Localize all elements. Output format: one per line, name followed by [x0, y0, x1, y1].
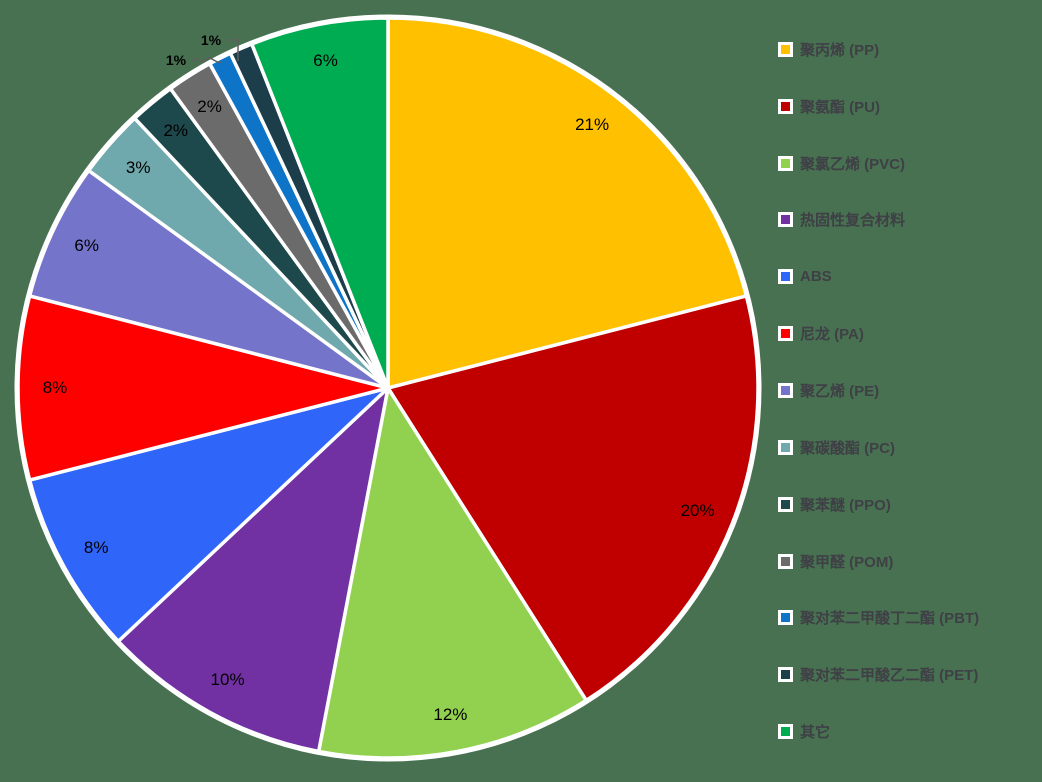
legend-label-1: 聚丙烯 (PP) — [800, 41, 880, 59]
legend-swatch-color — [781, 556, 790, 566]
legend-label-9: 聚苯醚 (PPO) — [800, 496, 891, 514]
legend-swatch-color — [781, 215, 790, 225]
legend-label-6: 尼龙 (PA) — [800, 326, 864, 344]
legend-item-1[interactable]: 聚丙烯 (PP) — [778, 21, 979, 78]
legend-label-13: 其它 — [800, 724, 831, 742]
legend-swatch-color — [781, 727, 790, 737]
legend-label-3: 聚氯乙烯 (PVC) — [800, 155, 906, 173]
legend-swatch-color — [781, 670, 790, 680]
legend-swatch-icon — [778, 98, 793, 114]
legend-item-8[interactable]: 聚碳酸酯 (PC) — [778, 419, 979, 476]
leader-line-pet — [228, 39, 239, 61]
pie-slice-2[interactable] — [386, 294, 760, 703]
legend-label-10: 聚甲醛 (POM) — [800, 553, 894, 571]
legend-label-7: 聚乙烯 (PE) — [800, 382, 880, 400]
leader-line-pbt — [191, 57, 223, 63]
pie-slice-6[interactable] — [16, 294, 390, 482]
legend-swatch-icon — [778, 496, 793, 512]
legend-swatch-icon — [778, 724, 793, 740]
legend-swatch-color — [781, 329, 790, 339]
legend-swatch-icon — [778, 326, 793, 342]
legend-swatch-color — [781, 272, 790, 282]
legend-swatch-icon — [778, 41, 793, 57]
legend-item-9[interactable]: 聚苯醚 (PPO) — [778, 476, 979, 533]
pie-slice-1[interactable] — [386, 16, 749, 390]
legend-swatch-color — [781, 613, 790, 623]
legend-item-6[interactable]: 尼龙 (PA) — [778, 305, 979, 362]
legend-label-2: 聚氨酯 (PU) — [800, 98, 880, 116]
pie-slice-4[interactable] — [116, 386, 390, 754]
legend-item-4[interactable]: 热固性复合材料 — [778, 192, 979, 249]
legend-swatch-color — [781, 101, 790, 111]
legend-label-5: ABS — [800, 268, 832, 286]
legend-item-5[interactable]: ABS — [778, 248, 979, 305]
legend-label-12: 聚对苯二甲酸乙二酯 (PET) — [800, 667, 979, 685]
legend-swatch-color — [781, 385, 790, 395]
legend-item-11[interactable]: 聚对苯二甲酸丁二酯 (PBT) — [778, 589, 979, 646]
legend-swatch-icon — [778, 610, 793, 626]
legend-swatch-color — [781, 158, 790, 168]
pie-slice-7[interactable] — [27, 168, 390, 390]
legend-swatch-icon — [778, 212, 793, 228]
legend-swatch-icon — [778, 155, 793, 171]
legend-swatch-icon — [778, 667, 793, 683]
legend-swatch-icon — [778, 269, 793, 285]
legend: 聚丙烯 (PP) 聚氨酯 (PU) 聚氯乙烯 (PVC) 热固性复合材料 ABS 尼龙 (… — [778, 21, 979, 760]
legend-item-2[interactable]: 聚氨酯 (PU) — [778, 78, 979, 135]
legend-swatch-color — [781, 442, 790, 452]
pie-slice-5[interactable] — [27, 386, 390, 644]
legend-swatch-icon — [778, 553, 793, 569]
legend-item-12[interactable]: 聚对苯二甲酸乙二酯 (PET) — [778, 646, 979, 703]
pie-slice-13[interactable] — [250, 16, 390, 390]
legend-swatch-color — [781, 44, 790, 54]
legend-swatch-color — [781, 499, 790, 509]
legend-item-3[interactable]: 聚氯乙烯 (PVC) — [778, 135, 979, 192]
legend-item-7[interactable]: 聚乙烯 (PE) — [778, 362, 979, 419]
legend-label-8: 聚碳酸酯 (PC) — [800, 439, 895, 457]
legend-swatch-icon — [778, 382, 793, 398]
legend-swatch-icon — [778, 439, 793, 455]
legend-item-10[interactable]: 聚甲醛 (POM) — [778, 533, 979, 590]
legend-label-4: 热固性复合材料 — [800, 212, 906, 230]
legend-item-13[interactable]: 其它 — [778, 703, 979, 760]
pie-slice-3[interactable] — [316, 386, 589, 760]
legend-label-11: 聚对苯二甲酸丁二酯 (PBT) — [800, 610, 980, 628]
